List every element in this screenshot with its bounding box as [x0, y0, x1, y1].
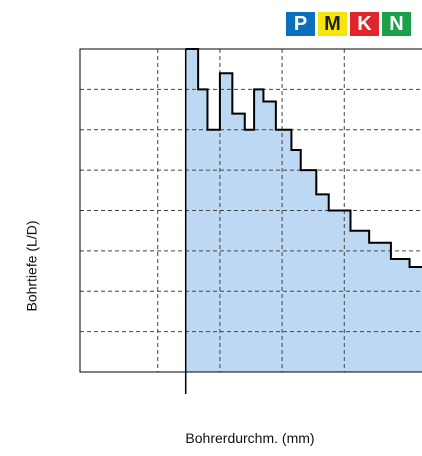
- badge-p: P: [286, 12, 315, 36]
- plot-frame: [79, 48, 422, 373]
- badge-n: N: [382, 12, 411, 36]
- badge-k: K: [350, 12, 379, 36]
- x-axis-label: Bohrerdurchm. (mm): [185, 430, 315, 446]
- y-axis-label-box: Bohrtiefe (L/D): [4, 196, 60, 336]
- depth-step-line: [185, 48, 422, 269]
- material-badges: P M K N: [286, 12, 411, 36]
- y-axis-label: Bohrtiefe (L/D): [24, 220, 41, 312]
- badge-m: M: [318, 12, 347, 36]
